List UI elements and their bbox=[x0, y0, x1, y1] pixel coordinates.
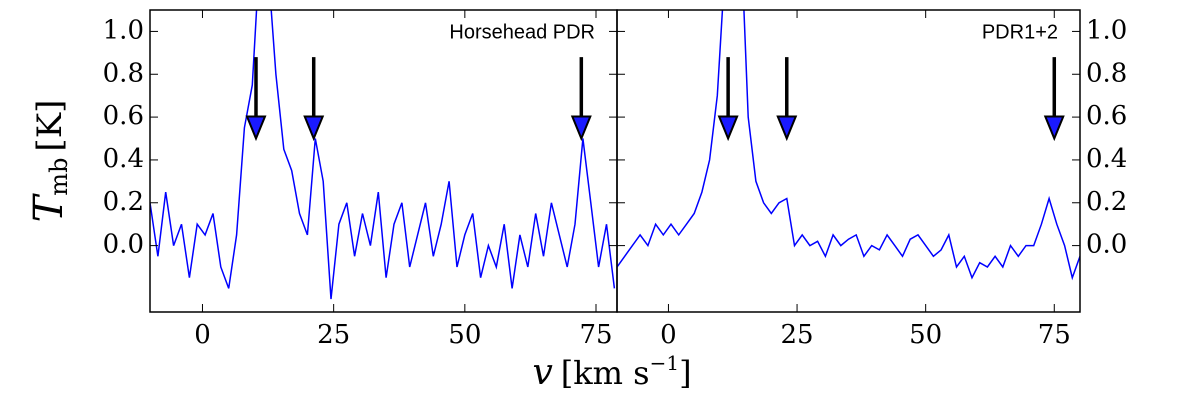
spectrum-line bbox=[150, 10, 616, 300]
y-tick-label: 0.6 bbox=[1086, 101, 1127, 131]
y-tick-label: 0.0 bbox=[103, 230, 144, 260]
plot-frame bbox=[616, 9, 1081, 313]
x-tick-label: 25 bbox=[781, 320, 814, 350]
panel-title: PDR1+2 bbox=[982, 21, 1058, 43]
y-tick-label: 0.6 bbox=[103, 101, 144, 131]
plot-area bbox=[617, 10, 1080, 281]
plot-area bbox=[150, 10, 616, 300]
spectrum-line bbox=[617, 10, 1080, 281]
y-tick-label: 0.4 bbox=[1086, 144, 1127, 174]
y-tick-label: 0.8 bbox=[103, 58, 144, 88]
arrow-head bbox=[570, 115, 592, 142]
y-tick-label: 0.4 bbox=[103, 144, 144, 174]
arrow-head bbox=[717, 115, 739, 142]
x-tick-label: 75 bbox=[1038, 320, 1071, 350]
x-tick-label: 0 bbox=[194, 320, 211, 350]
arrow-head bbox=[303, 115, 325, 142]
y-axis-label: Tmb[K] bbox=[26, 100, 73, 223]
x-tick-label: 0 bbox=[660, 320, 677, 350]
x-tick-label: 25 bbox=[317, 320, 350, 350]
panel-title: Horsehead PDR bbox=[449, 21, 595, 43]
y-tick-label: 0.2 bbox=[103, 187, 144, 217]
y-tick-label: 0.2 bbox=[1086, 187, 1127, 217]
arrow-head bbox=[1043, 115, 1065, 142]
y-tick-label: 1.0 bbox=[103, 15, 144, 45]
x-axis-label: v [km s−1] bbox=[532, 351, 691, 393]
y-tick-label: 0.0 bbox=[1086, 230, 1127, 260]
x-tick-label: 50 bbox=[909, 320, 942, 350]
arrow-head bbox=[776, 115, 798, 142]
y-tick-label: 0.8 bbox=[1086, 58, 1127, 88]
arrow-head bbox=[245, 115, 267, 142]
x-tick-label: 75 bbox=[579, 320, 612, 350]
y-tick-label: 1.0 bbox=[1086, 15, 1127, 45]
x-tick-label: 50 bbox=[448, 320, 481, 350]
